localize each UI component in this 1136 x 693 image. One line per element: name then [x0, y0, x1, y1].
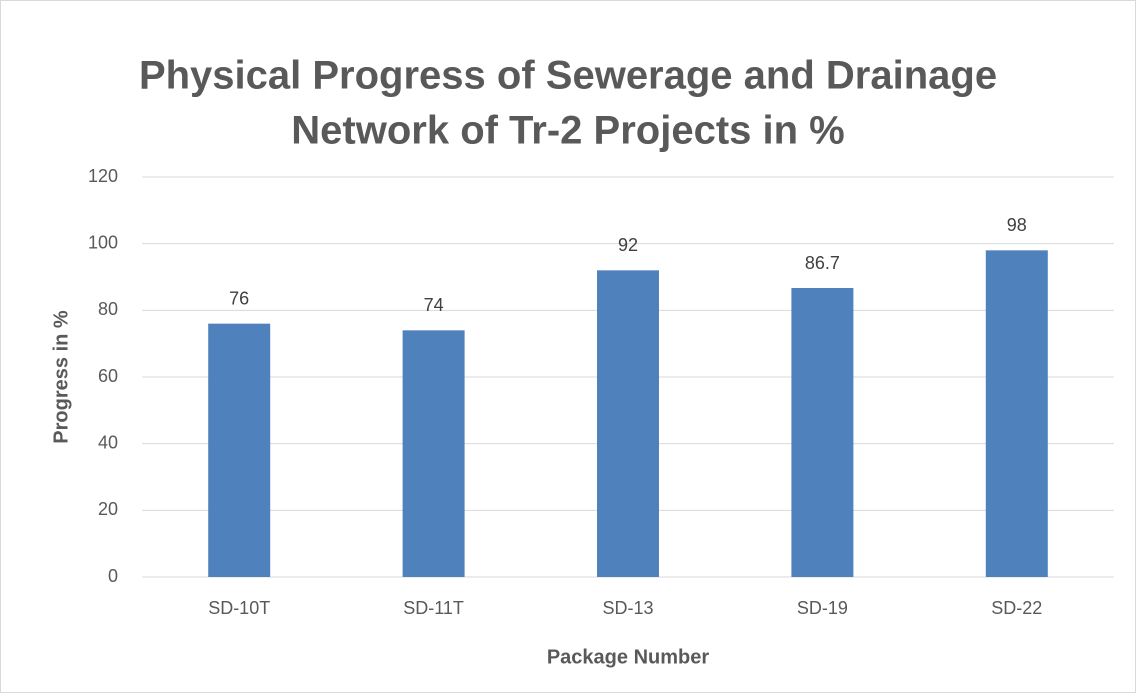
x-tick-label: SD-11T [403, 598, 464, 618]
bar [597, 270, 659, 577]
bar [208, 323, 271, 577]
bar [402, 330, 465, 577]
data-label: 74 [424, 295, 444, 315]
y-axis-title: Progress in % [50, 310, 72, 444]
x-axis-title: Package Number [547, 646, 710, 668]
y-tick-label: 0 [108, 566, 118, 586]
y-tick-label: 20 [98, 499, 118, 519]
data-label: 86.7 [805, 253, 840, 273]
x-tick-label: SD-13 [602, 598, 653, 618]
bar [985, 250, 1048, 578]
chart-title: Network of Tr-2 Projects in % [291, 109, 844, 153]
y-tick-label: 120 [88, 166, 118, 186]
y-tick-label: 40 [98, 432, 118, 452]
data-label: 76 [229, 288, 249, 308]
y-tick-label: 80 [98, 299, 118, 319]
x-tick-label: SD-10T [208, 598, 270, 618]
x-tick-label: SD-22 [991, 598, 1042, 618]
chart-title: Physical Progress of Sewerage and Draina… [139, 54, 997, 98]
data-label: 92 [618, 235, 638, 255]
bar [791, 288, 854, 577]
y-tick-label: 60 [98, 366, 118, 386]
x-tick-label: SD-19 [797, 598, 848, 618]
y-tick-label: 100 [88, 232, 118, 252]
data-label: 98 [1007, 215, 1027, 235]
